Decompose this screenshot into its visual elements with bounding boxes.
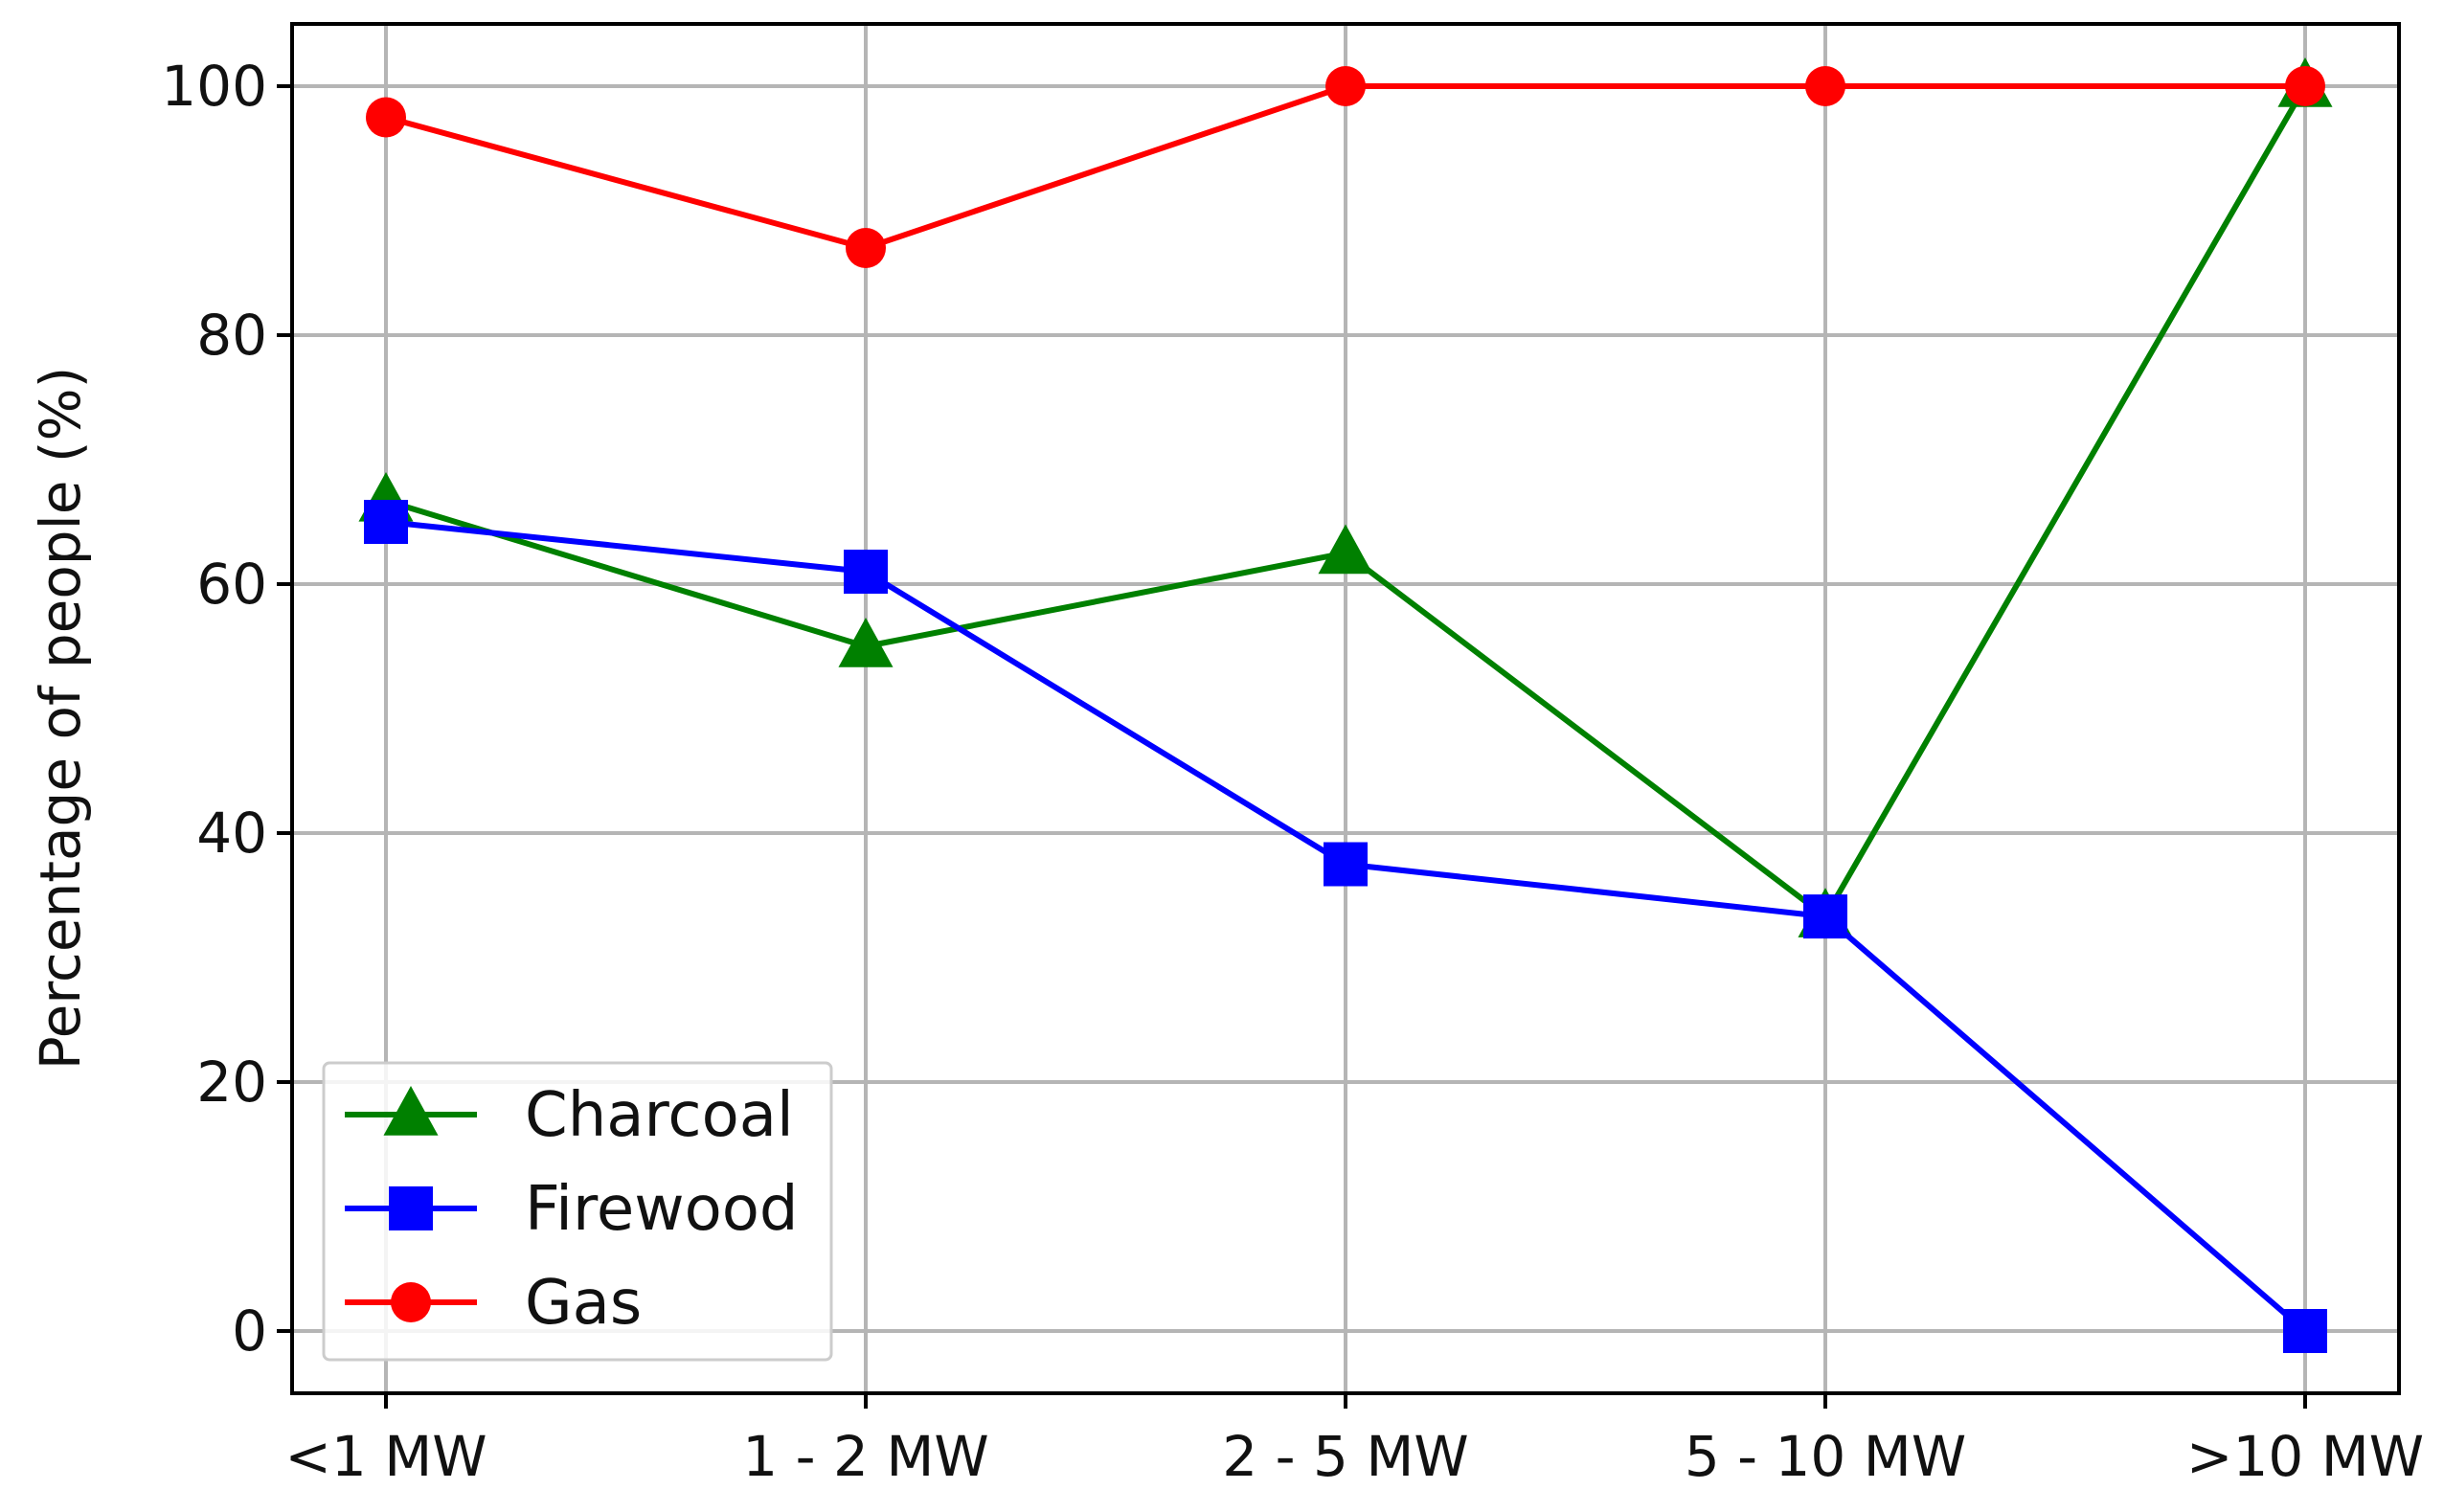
data-point-square [1803,894,1847,939]
x-tick-label: 5 - 10 MW [1685,1424,1966,1489]
data-point-square [389,1186,433,1230]
y-axis-ticks: 0 20 40 60 80 100 [161,54,292,1364]
y-tick-label: 0 [232,1298,267,1364]
y-tick-label: 100 [161,54,267,119]
x-tick-label: 2 - 5 MW [1222,1424,1468,1489]
y-axis-label: Percentage of people (%) [28,367,93,1070]
series-gas [366,66,2325,268]
legend-entry-firewood: Firewood [345,1174,799,1245]
series-firewood [364,500,2327,1353]
legend-entry-gas: Gas [345,1268,642,1339]
legend-label: Charcoal [525,1080,794,1151]
y-tick-label: 20 [196,1049,267,1115]
x-tick-label: <1 MW [284,1424,487,1489]
data-point-circle [366,97,406,138]
data-point-circle [2285,66,2325,106]
legend-label: Gas [525,1268,642,1339]
series-layer [358,57,2333,1353]
x-tick-label: >10 MW [2186,1424,2424,1489]
legend-box [322,1061,833,1362]
legend-entry-charcoal: Charcoal [345,1080,794,1151]
data-point-square [2283,1309,2327,1353]
data-point-circle [391,1282,431,1322]
y-tick-label: 80 [196,303,267,368]
data-point-triangle [1318,524,1373,575]
data-point-circle [846,228,886,268]
x-tick-label: 1 - 2 MW [742,1424,988,1489]
data-point-triangle [383,1086,439,1136]
y-tick-label: 40 [196,801,267,866]
data-point-circle [1805,66,1845,106]
legend-label: Firewood [525,1174,799,1245]
data-point-circle [1325,66,1366,106]
data-point-triangle [838,618,894,667]
legend-entries: Charcoal Firewood Gas [345,1080,799,1339]
data-point-square [844,550,888,594]
x-axis-ticks: <1 MW 1 - 2 MW 2 - 5 MW 5 - 10 MW >10 MW [284,1393,2424,1489]
data-point-square [1324,842,1368,887]
legend: Charcoal Firewood Gas [322,1061,833,1362]
y-tick-label: 60 [196,552,267,617]
data-point-square [364,500,408,544]
